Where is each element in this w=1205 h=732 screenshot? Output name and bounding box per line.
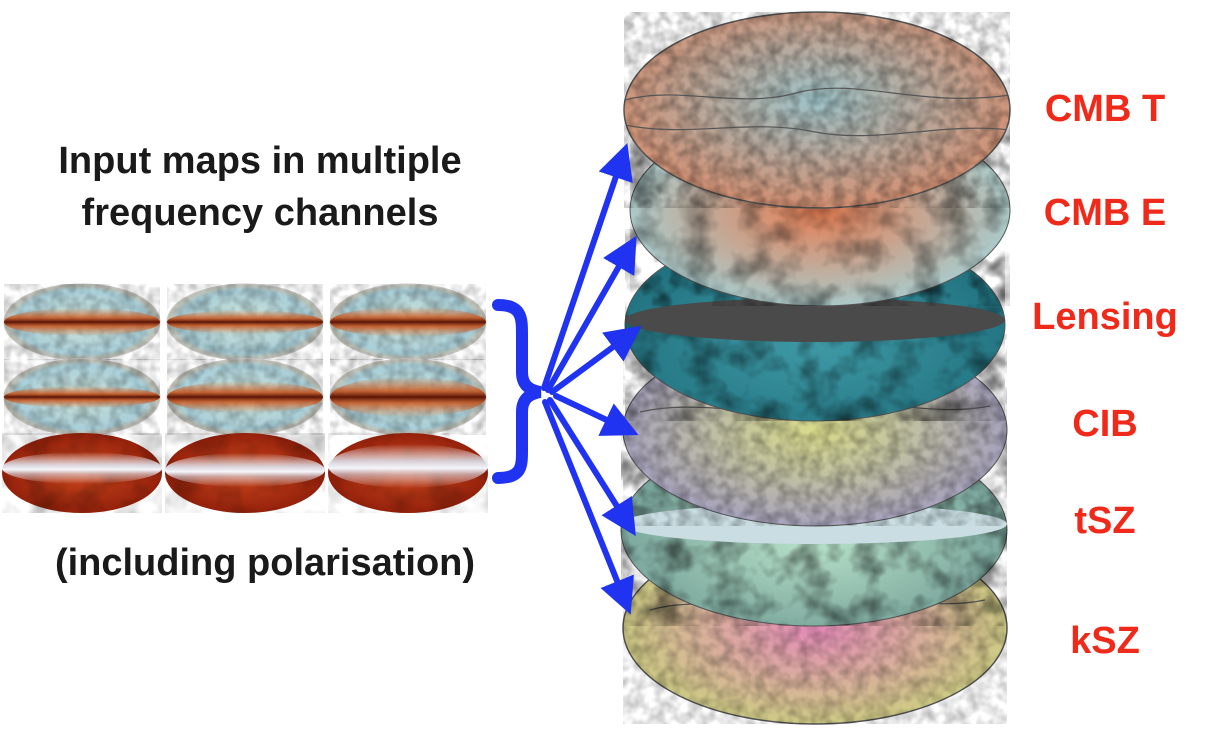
input-map [328, 433, 488, 513]
title-line-1: Input maps in multiple [58, 140, 462, 182]
input-map [3, 358, 161, 436]
input-map [166, 283, 324, 361]
arrow-to-cib [553, 393, 639, 436]
input-map [3, 283, 161, 361]
brace [492, 299, 542, 484]
output-map-stack [620, 11, 1011, 725]
arrow-to-ksz [542, 399, 634, 615]
label-cmb-e: CMB E [1043, 192, 1167, 234]
input-map [2, 433, 162, 513]
input-map [329, 358, 487, 436]
label-cib: CIB [1072, 403, 1138, 445]
input-map [165, 433, 325, 513]
output-map-cmb-t [623, 11, 1011, 209]
input-map [329, 283, 487, 361]
input-map [166, 358, 324, 436]
arrow-to-lensing [549, 325, 642, 395]
arrows [541, 143, 642, 615]
label-ksz: kSZ [1070, 620, 1140, 662]
label-cmb-t: CMB T [1044, 88, 1166, 130]
arrow-to-tsz [547, 397, 636, 537]
label-tsz: tSZ [1074, 500, 1136, 542]
input-map-grid [2, 283, 488, 513]
arrow-to-cmb-e [545, 235, 637, 393]
subtitle: (including polarisation) [54, 542, 476, 584]
arrow-to-cmb-t [541, 143, 633, 391]
title-line-2: frequency channels [81, 192, 439, 234]
label-lensing: Lensing [1032, 296, 1178, 338]
